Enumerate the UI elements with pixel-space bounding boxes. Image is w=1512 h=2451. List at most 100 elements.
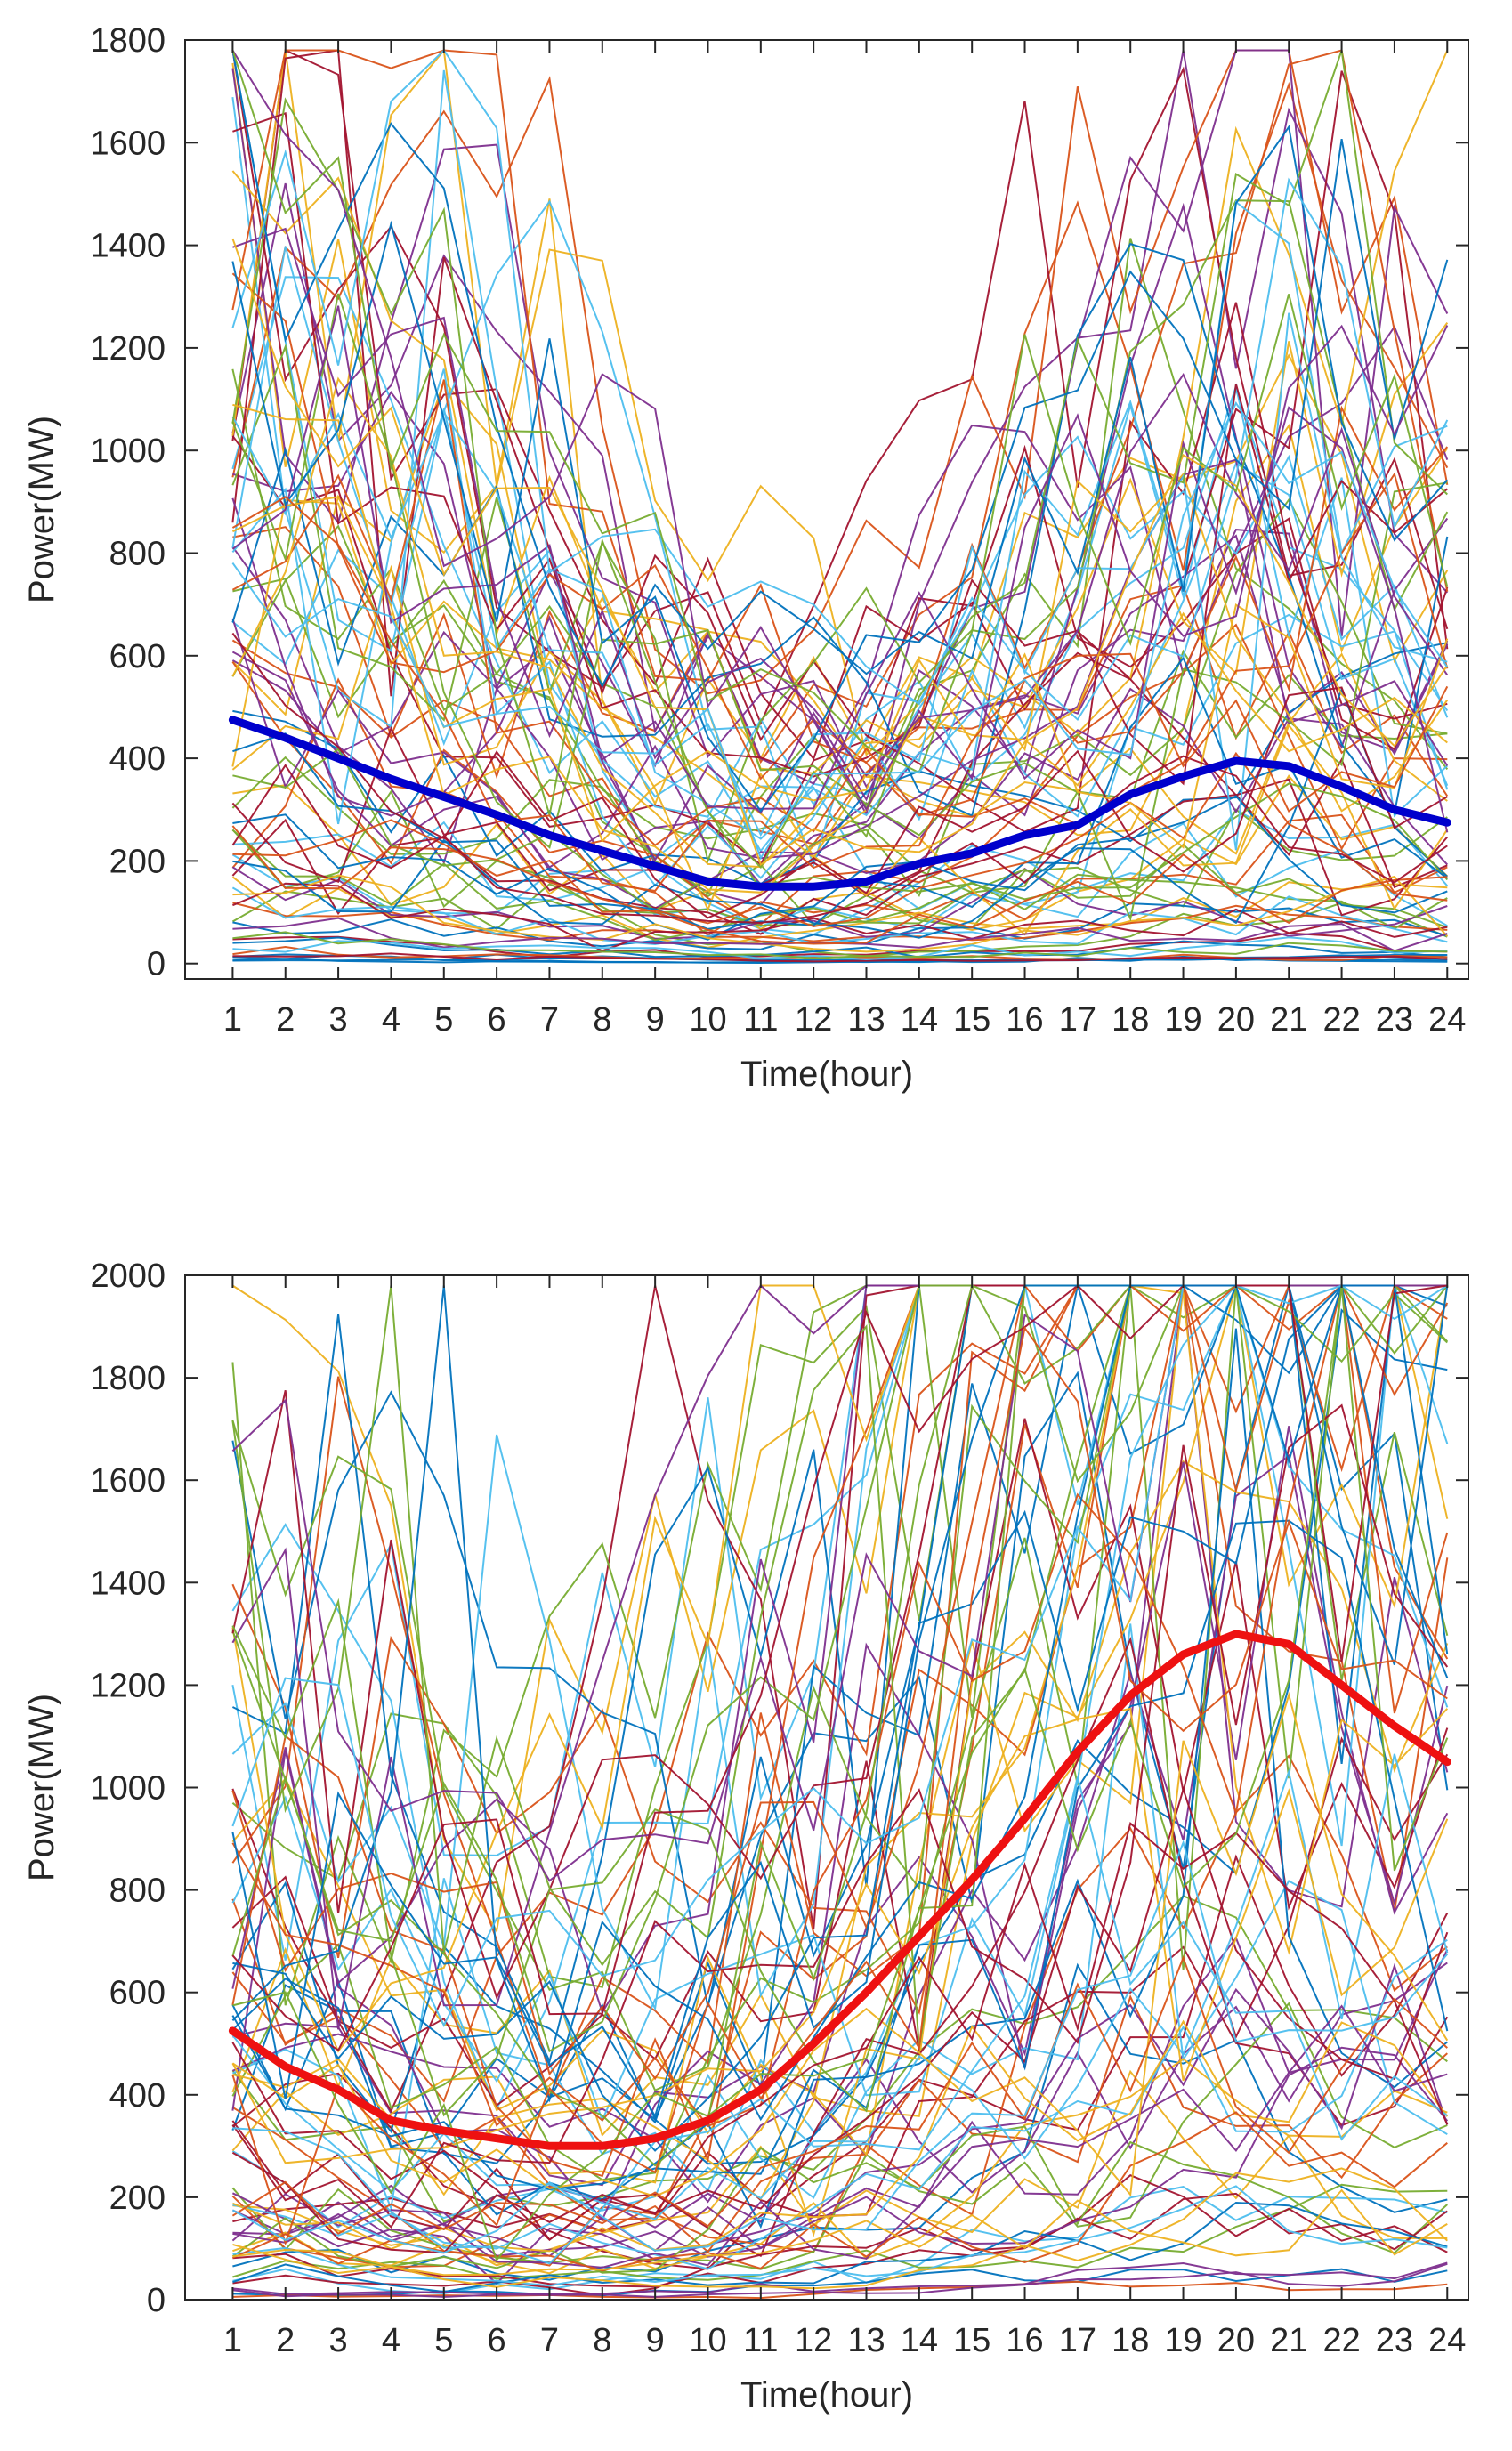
top-profile-line — [231, 200, 1448, 840]
bottom-xtick-label: 17 — [1059, 2322, 1096, 2359]
bottom-xtick-label: 9 — [646, 2322, 665, 2359]
top-profile-line — [231, 623, 1448, 926]
top-profile-line — [231, 651, 1449, 917]
bottom-profile-line — [231, 1954, 1448, 2235]
bottom-xtick-label: 16 — [1006, 2322, 1043, 2359]
top-background-profiles — [231, 48, 1449, 965]
top-xtick-label: 20 — [1217, 1001, 1255, 1039]
bottom-xtick-label: 6 — [488, 2322, 506, 2359]
bottom-profile-line — [231, 1328, 1448, 2229]
bottom-xtick-label: 23 — [1376, 2322, 1413, 2359]
bottom-xtick-label: 7 — [540, 2322, 559, 2359]
bottom-xtick-label: 20 — [1217, 2322, 1255, 2359]
bottom-profile-line — [231, 1284, 1448, 2167]
bottom-profile-line — [231, 1403, 1449, 2229]
bottom-xtick-label: 5 — [434, 2322, 453, 2359]
top-xtick-label: 22 — [1322, 1001, 1360, 1039]
bottom-xtick-label: 15 — [953, 2322, 990, 2359]
bottom-profile-line — [232, 1938, 1448, 2270]
bottom-mean-line — [228, 1630, 1451, 2150]
bottom-xtick-label: 10 — [689, 2322, 726, 2359]
bottom-chart: 0 200 400 600 800 1000 1200 1400 1600 1800 2000 1 2 3… — [0, 1226, 1512, 2451]
bottom-profile-line — [231, 1840, 1449, 2254]
bottom-profile-line — [231, 1854, 1449, 2270]
bottom-profile-line — [231, 1284, 1448, 2052]
bottom-ytick-label: 1600 — [90, 1462, 166, 1500]
bottom-profile-line — [232, 1285, 1449, 2262]
bottom-profile-line — [231, 1284, 1449, 2119]
bottom-x-axis-label: Time(hour) — [740, 2375, 913, 2415]
top-xtick-label: 14 — [901, 1001, 938, 1039]
bottom-ytick-label: 1800 — [90, 1360, 166, 1397]
bottom-profile-line — [232, 1776, 1448, 2265]
top-profile-line — [231, 293, 1448, 922]
bottom-profile-line — [231, 1707, 1449, 2164]
bottom-profile-line — [232, 2174, 1448, 2297]
bottom-profile-line — [232, 2192, 1448, 2288]
bottom-profile-line — [231, 1284, 1448, 2027]
top-profile-line — [231, 886, 1448, 946]
top-xtick-label: 10 — [689, 1001, 726, 1039]
top-xtick-label: 6 — [488, 1001, 506, 1039]
bottom-profile-line — [232, 2183, 1448, 2281]
top-profile-line — [231, 498, 1448, 860]
bottom-profile-line — [231, 2125, 1448, 2274]
top-xtick-label: 17 — [1059, 1001, 1096, 1039]
bottom-profile-line — [232, 1283, 1449, 2152]
bottom-ytick-label: 200 — [109, 2180, 166, 2217]
top-profile-line — [231, 199, 1449, 864]
bottom-profile-line — [231, 1418, 1449, 2107]
top-profile-line — [231, 48, 1449, 757]
bottom-profile-line — [231, 2111, 1448, 2272]
top-ytick-label: 800 — [109, 536, 166, 573]
top-xtick-label: 3 — [329, 1001, 348, 1039]
top-ytick-label: 1400 — [90, 228, 166, 265]
bottom-profile-line — [232, 2019, 1449, 2253]
top-profile-line — [231, 238, 1449, 866]
bottom-profile-line — [231, 1285, 1449, 2128]
bottom-profile-line — [231, 1284, 1449, 2053]
top-chart: 0 200 400 600 800 1000 1200 1400 1600 1800 1 2 3 4 5 6 7… — [22, 22, 1469, 1094]
top-xtick-label: 21 — [1270, 1001, 1307, 1039]
top-mean-line — [228, 716, 1451, 891]
top-xtick-label: 7 — [540, 1001, 559, 1039]
bottom-xtick-label: 19 — [1164, 2322, 1201, 2359]
bottom-xtick-label: 22 — [1322, 2322, 1360, 2359]
top-ytick-label: 1800 — [90, 22, 166, 60]
bottom-profile-line — [232, 1285, 1449, 2187]
bottom-xtick-label: 18 — [1112, 2322, 1149, 2359]
top-profile-line — [231, 305, 1449, 833]
top-ytick-label: 400 — [109, 740, 166, 778]
top-xtick-label: 13 — [847, 1001, 885, 1039]
top-profile-line — [232, 931, 1448, 959]
top-xtick-label: 16 — [1006, 1001, 1043, 1039]
top-xtick-label: 15 — [953, 1001, 990, 1039]
bottom-xtick-label: 13 — [847, 2322, 885, 2359]
bottom-y-axis-label: Power(MW) — [22, 1694, 61, 1881]
top-xtick-label: 9 — [646, 1001, 665, 1039]
bottom-ytick-label: 400 — [109, 2077, 166, 2115]
bottom-profile-line — [231, 1325, 1448, 2246]
bottom-profile-line — [232, 2004, 1448, 2269]
bottom-profile-line — [232, 1284, 1449, 2201]
bottom-ytick-label: 1400 — [90, 1565, 166, 1602]
bottom-ytick-label: 1200 — [90, 1667, 166, 1704]
bottom-ytick-label: 600 — [109, 1975, 166, 2012]
top-profile-line — [231, 50, 1449, 868]
bottom-profile-line — [232, 2262, 1448, 2298]
top-profile-line — [231, 496, 1449, 893]
top-profile-line — [231, 139, 1449, 813]
top-xtick-label: 19 — [1164, 1001, 1201, 1039]
bottom-ytick-label: 0 — [147, 2282, 166, 2319]
top-profile-line — [231, 49, 1449, 812]
bottom-ytick-label: 1000 — [90, 1770, 166, 1808]
bottom-profile-line — [232, 2185, 1448, 2287]
top-profile-line — [231, 757, 1448, 935]
bottom-xtick-label: 3 — [329, 2322, 348, 2359]
top-profile-line — [231, 376, 1449, 869]
bottom-profile-line — [231, 1426, 1449, 2221]
top-profile-line — [232, 656, 1448, 930]
top-profile-line — [232, 227, 1449, 777]
